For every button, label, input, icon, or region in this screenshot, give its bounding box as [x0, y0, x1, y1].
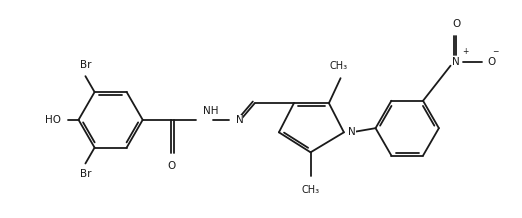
Text: Br: Br: [80, 60, 91, 70]
Text: N: N: [348, 127, 356, 137]
Text: N: N: [453, 56, 460, 66]
Text: +: +: [462, 47, 468, 56]
Text: HO: HO: [45, 115, 61, 125]
Text: NH: NH: [203, 107, 219, 116]
Text: −: −: [493, 47, 499, 56]
Text: O: O: [452, 19, 460, 29]
Text: CH₃: CH₃: [330, 61, 348, 71]
Text: Br: Br: [80, 169, 91, 179]
Text: CH₃: CH₃: [302, 185, 319, 195]
Text: O: O: [168, 161, 175, 171]
Text: O: O: [487, 56, 495, 66]
Text: N: N: [235, 115, 243, 125]
